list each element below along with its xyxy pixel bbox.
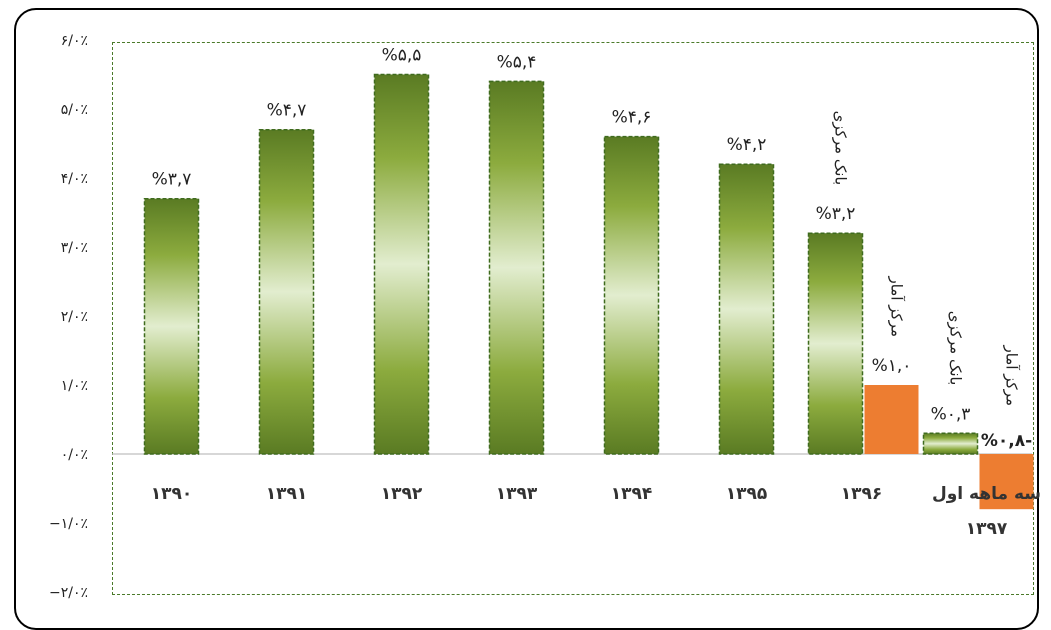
- bar-1-series-0: [260, 130, 314, 454]
- data-label-0-series-0: %۳,۷: [152, 170, 192, 190]
- bar-6-series-1: [865, 385, 919, 454]
- data-label-4-series-0: %۴,۶: [612, 108, 652, 128]
- x-category-label: ۱۳۹۶: [841, 484, 883, 504]
- x-category-label: ۱۳۹۴: [611, 484, 653, 504]
- data-label-6-series-0: %۳,۲: [816, 204, 856, 224]
- bar-5-series-0: [720, 164, 774, 454]
- x-category-label: ۱۳۹۵: [726, 484, 768, 504]
- bar-2-series-0: [375, 75, 429, 455]
- y-tick-label: ۴/۰٪: [61, 171, 88, 187]
- y-tick-label: −۲/۰٪: [49, 585, 88, 601]
- bar-7-series-0: [924, 433, 978, 454]
- x-category-label: ۱۳۹۷: [966, 519, 1008, 539]
- y-tick-label: ۰/۰٪: [61, 447, 88, 463]
- y-tick-label: ۵/۰٪: [61, 102, 88, 118]
- y-tick-label: ۱/۰٪: [61, 378, 88, 394]
- x-category-label: ۱۳۹۲: [381, 484, 423, 504]
- y-tick-label: ۳/۰٪: [61, 240, 88, 256]
- x-category-label: سه ماهه اول: [932, 484, 1041, 504]
- y-tick-label: ۲/۰٪: [61, 309, 88, 325]
- bar-0-series-0: [145, 199, 199, 454]
- y-tick-label: −۱/۰٪: [49, 516, 88, 532]
- data-label-7-series-1: %۰,۸-: [981, 431, 1032, 451]
- x-category-label: ۱۳۹۱: [266, 484, 308, 504]
- x-category-label: ۱۳۹۳: [496, 484, 538, 504]
- x-category-label: ۱۳۹۰: [151, 484, 193, 504]
- bar-4-series-0: [605, 137, 659, 454]
- chart: ۶/۰٪ ۵/۰٪ ۴/۰٪ ۳/۰٪ ۲/۰٪ ۱/۰٪ ۰/۰٪ −۱/۰٪ −۲/۰٪ %…: [0, 0, 1051, 617]
- data-label-2-series-0: %۵,۵: [382, 46, 422, 66]
- data-label-6-series-1: %۱,۰: [872, 356, 912, 376]
- data-label-1-series-0: %۴,۷: [267, 101, 307, 121]
- y-tick-label: ۶/۰٪: [61, 33, 88, 49]
- series-annotation-label: مرکز آمار: [1003, 344, 1021, 406]
- data-label-5-series-0: %۴,۲: [727, 135, 767, 155]
- data-label-3-series-0: %۵,۴: [497, 52, 537, 72]
- bar-3-series-0: [490, 81, 544, 454]
- series-annotation-label: مرکز آمار: [888, 275, 906, 337]
- bar-6-series-0: [809, 233, 863, 454]
- series-annotation-label: بانک مرکزی: [832, 111, 850, 186]
- data-label-7-series-0: %۰,۳: [931, 404, 971, 424]
- chart-canvas: ۶/۰٪ ۵/۰٪ ۴/۰٪ ۳/۰٪ ۲/۰٪ ۱/۰٪ ۰/۰٪ −۱/۰٪ −۲/۰٪ %…: [0, 0, 1051, 617]
- series-annotation-label: بانک مرکزی: [947, 311, 965, 386]
